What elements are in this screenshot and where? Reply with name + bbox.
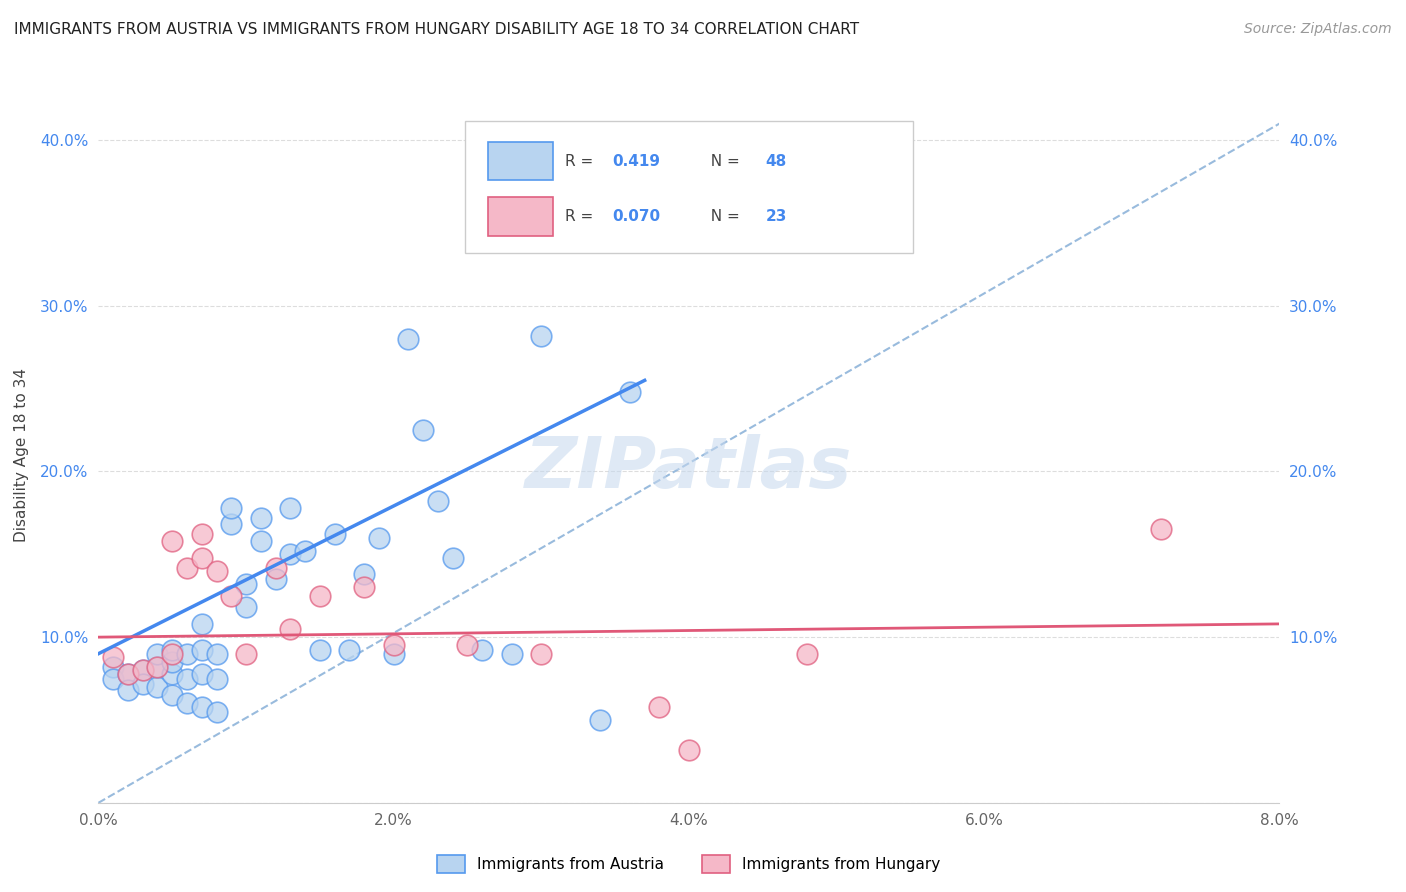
Point — [471, 643, 494, 657]
Point — [117, 683, 139, 698]
Point — [191, 550, 214, 565]
Point — [367, 531, 389, 545]
Point — [117, 666, 139, 681]
Point — [146, 660, 169, 674]
Point — [205, 672, 228, 686]
FancyBboxPatch shape — [464, 121, 914, 253]
Point — [382, 647, 405, 661]
Point — [117, 666, 139, 681]
FancyBboxPatch shape — [488, 142, 553, 180]
Point — [382, 639, 405, 653]
Point — [146, 647, 169, 661]
Point — [396, 332, 419, 346]
Point — [456, 639, 478, 653]
Point — [619, 384, 641, 399]
Text: ZIPatlas: ZIPatlas — [526, 434, 852, 503]
Point — [191, 699, 214, 714]
Text: 0.419: 0.419 — [612, 153, 661, 169]
Point — [235, 647, 257, 661]
Point — [219, 589, 242, 603]
Point — [278, 547, 302, 561]
Point — [191, 666, 214, 681]
Point — [162, 643, 183, 657]
Point — [146, 660, 169, 674]
Text: 48: 48 — [766, 153, 787, 169]
Point — [103, 672, 125, 686]
Point — [162, 655, 183, 669]
Point — [353, 581, 375, 595]
Point — [250, 534, 273, 549]
Point — [205, 647, 228, 661]
Point — [278, 500, 302, 515]
Point — [176, 697, 198, 711]
Text: IMMIGRANTS FROM AUSTRIA VS IMMIGRANTS FROM HUNGARY DISABILITY AGE 18 TO 34 CORRE: IMMIGRANTS FROM AUSTRIA VS IMMIGRANTS FR… — [14, 22, 859, 37]
Point — [412, 423, 434, 437]
Point — [426, 494, 449, 508]
Point — [191, 643, 214, 657]
Point — [162, 647, 183, 661]
Point — [162, 534, 183, 549]
Point — [146, 680, 169, 694]
Point — [132, 663, 155, 677]
Point — [103, 650, 125, 665]
Point — [103, 660, 125, 674]
Point — [353, 567, 375, 582]
Point — [589, 713, 612, 727]
Point — [191, 616, 214, 631]
Point — [176, 647, 198, 661]
FancyBboxPatch shape — [488, 197, 553, 235]
Point — [132, 663, 155, 677]
Point — [530, 647, 553, 661]
Text: R =: R = — [565, 210, 598, 225]
Text: R =: R = — [565, 153, 598, 169]
Point — [323, 527, 346, 541]
Point — [191, 527, 214, 541]
Point — [337, 643, 360, 657]
Point — [648, 699, 671, 714]
Point — [205, 705, 228, 719]
Point — [162, 666, 183, 681]
Point — [264, 572, 287, 586]
Point — [176, 672, 198, 686]
Point — [294, 544, 316, 558]
Y-axis label: Disability Age 18 to 34: Disability Age 18 to 34 — [14, 368, 30, 542]
Point — [278, 622, 302, 636]
Point — [162, 688, 183, 702]
Text: 0.070: 0.070 — [612, 210, 661, 225]
Text: N =: N = — [700, 210, 744, 225]
Point — [308, 589, 332, 603]
Point — [219, 517, 242, 532]
Point — [176, 560, 198, 574]
Point — [235, 600, 257, 615]
Point — [205, 564, 228, 578]
Point — [678, 743, 700, 757]
Point — [1150, 523, 1173, 537]
Point — [530, 328, 553, 343]
Point — [441, 550, 464, 565]
Point — [132, 676, 155, 690]
Text: 23: 23 — [766, 210, 787, 225]
Text: Source: ZipAtlas.com: Source: ZipAtlas.com — [1244, 22, 1392, 37]
Point — [501, 647, 523, 661]
Point — [796, 647, 818, 661]
Point — [235, 577, 257, 591]
Point — [308, 643, 332, 657]
Point — [264, 560, 287, 574]
Point — [250, 511, 273, 525]
Point — [219, 500, 242, 515]
Text: N =: N = — [700, 153, 744, 169]
Legend: Immigrants from Austria, Immigrants from Hungary: Immigrants from Austria, Immigrants from… — [432, 849, 946, 879]
